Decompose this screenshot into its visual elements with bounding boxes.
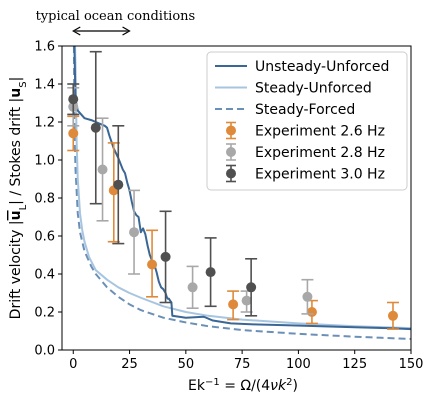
data-point: [187, 282, 198, 293]
legend-label: Experiment 2.6 Hz: [255, 124, 385, 140]
y-tick-label: 0.6: [34, 230, 55, 245]
x-tick-label: 50: [178, 357, 195, 372]
legend-entry-steady-unforced: Steady-Unforced: [215, 81, 372, 97]
data-point: [97, 164, 108, 175]
xlabel-nu: νk: [270, 378, 287, 394]
y-tick-label: 0.0: [34, 344, 55, 359]
data-point: [147, 259, 158, 270]
legend-swatch-marker: [226, 168, 236, 179]
ylabel-u-stokes: u: [8, 88, 24, 98]
legend: Unsteady-Unforced Steady-Unforced Steady-F…: [206, 51, 408, 191]
x-tick-label: 25: [121, 357, 138, 372]
y-tick-label: 0.2: [34, 306, 55, 321]
legend-label: Steady-Unforced: [255, 81, 372, 97]
y-tick-label: 1.6: [34, 40, 55, 55]
data-point: [68, 128, 79, 139]
legend-swatch-marker: [226, 147, 236, 157]
data-point: [68, 94, 79, 105]
legend-entry-unsteady-unforced: Unsteady-Unforced: [215, 59, 389, 75]
y-tick-label: 1.4: [34, 78, 55, 93]
data-point: [387, 310, 398, 321]
data-point: [241, 295, 252, 306]
data-point: [205, 267, 216, 278]
legend-box: [206, 51, 408, 191]
y-tick-label: 1.2: [34, 116, 55, 131]
y-tick-label: 0.4: [34, 268, 55, 283]
data-point: [306, 307, 317, 317]
annotation: typical ocean conditions: [36, 9, 196, 36]
data-point: [228, 299, 239, 310]
data-point: [246, 282, 257, 293]
legend-entry-experiment-2-6-hz: Experiment 2.6 Hz: [226, 121, 385, 140]
series-experiment-3-0-hz: [67, 50, 258, 317]
series-line-steady-forced: [72, 46, 411, 340]
annotation-arrowhead-left: [72, 26, 81, 36]
annotation-text: typical ocean conditions: [36, 9, 196, 24]
x-tick-label: 0: [69, 357, 77, 372]
axes: 0 25 50 75 100 125 150 0.0 0.2 0.4 0.6 0.8 1.0 1.2 1.4…: [34, 40, 423, 373]
legend-entry-steady-forced: Steady-Forced: [215, 102, 355, 118]
legend-label: Experiment 2.8 Hz: [255, 145, 385, 161]
x-tick-label: 75: [234, 357, 251, 372]
y-tick-label: 0.8: [34, 192, 55, 207]
data-point: [302, 291, 313, 302]
data-point: [90, 122, 101, 133]
x-tick-label: 125: [342, 357, 367, 372]
legend-entry-experiment-2-8-hz: Experiment 2.8 Hz: [226, 143, 385, 161]
legend-label: Steady-Forced: [255, 102, 355, 118]
data-point: [160, 251, 171, 262]
ylabel-u-bar: u: [8, 210, 24, 220]
legend-entry-experiment-3-0-hz: Experiment 3.0 Hz: [226, 164, 385, 183]
x-tick-label: 100: [286, 357, 311, 372]
legend-label: Experiment 3.0 Hz: [255, 167, 385, 183]
data-point: [129, 227, 140, 238]
xlabel-exp-two: 2: [286, 377, 292, 388]
ylabel-sub-s: S: [18, 81, 29, 87]
legend-swatch-marker: [226, 125, 236, 136]
y-tick-label: 1.0: [34, 154, 55, 169]
x-tick-label: 150: [399, 357, 424, 372]
legend-label: Unsteady-Unforced: [255, 59, 389, 75]
data-point: [113, 179, 124, 190]
xlabel-exp-minus-one: −1: [205, 377, 220, 388]
series-experiment-2-8-hz: [67, 87, 314, 315]
series-line-unsteady-unforced: [73, 46, 411, 331]
ylabel-sub-l: L: [18, 204, 29, 210]
annotation-arrowhead-right: [122, 26, 131, 36]
y-axis-label: Drift velocity |uL| / Stokes drift |uS|: [8, 77, 29, 320]
x-axis-label: Ek−1 = Ω/(4νk2): [188, 377, 298, 395]
